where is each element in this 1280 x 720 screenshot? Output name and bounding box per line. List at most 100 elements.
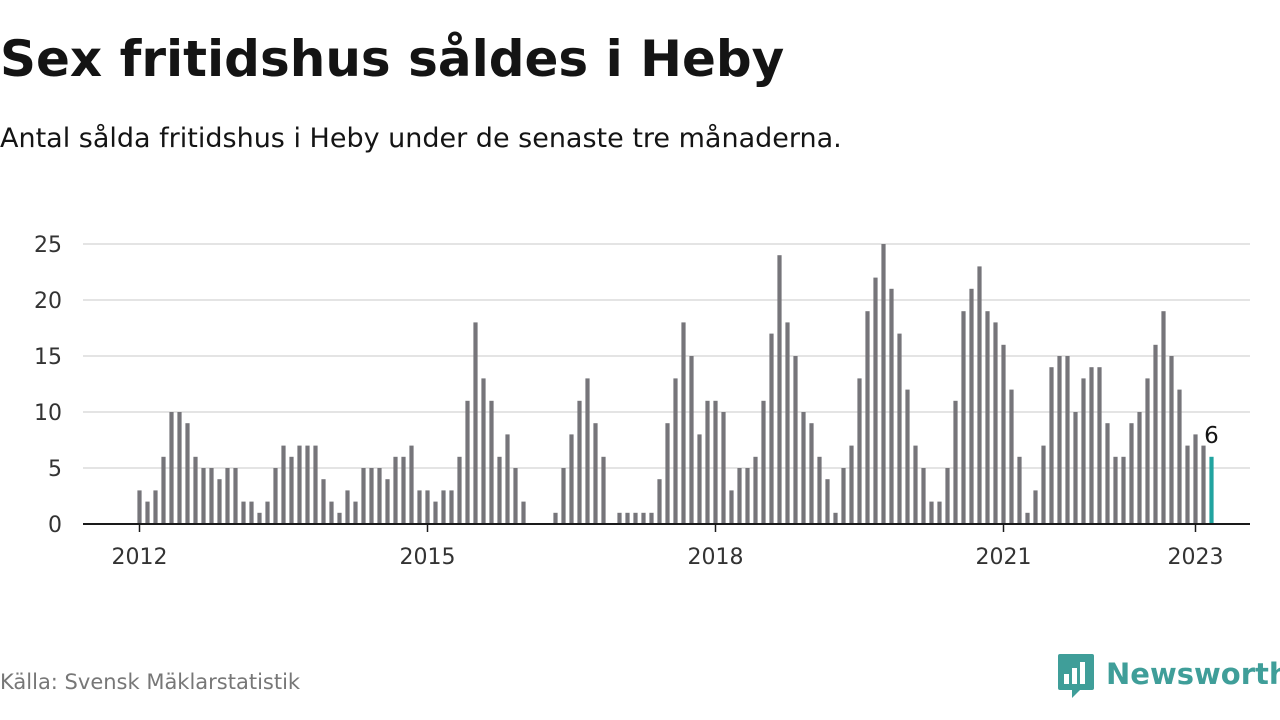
bar: [1097, 367, 1102, 524]
y-tick-label: 15: [34, 345, 62, 370]
bar: [1161, 311, 1166, 524]
bar: [345, 490, 350, 524]
bar: [1145, 378, 1150, 524]
bar: [857, 378, 862, 524]
bar: [265, 501, 270, 524]
bar: [1073, 412, 1078, 524]
bar: [1017, 456, 1022, 524]
bar: [729, 490, 734, 524]
bar: [321, 479, 326, 524]
bar: [505, 434, 510, 524]
x-axis-ticks: 2012 2015 2018 2021 2023: [112, 524, 1224, 570]
bar: [497, 456, 502, 524]
bar-series: 6: [137, 244, 1219, 524]
bar: [745, 468, 750, 524]
bar: [241, 501, 246, 524]
bar: [873, 277, 878, 524]
bar: [897, 333, 902, 524]
bar: [193, 456, 198, 524]
bar: [593, 423, 598, 524]
bar: [1169, 356, 1174, 524]
bar: [249, 501, 254, 524]
bar: [465, 400, 470, 524]
bar: [169, 412, 174, 524]
bar: [417, 490, 422, 524]
bar: [865, 311, 870, 524]
bar: [425, 490, 430, 524]
bar: [705, 400, 710, 524]
brand-name: Newsworthy: [1106, 657, 1280, 691]
bar: [1177, 389, 1182, 524]
bar: [953, 400, 958, 524]
bar: [633, 512, 638, 524]
bar: [1113, 456, 1118, 524]
bar: [369, 468, 374, 524]
bar: [209, 468, 214, 524]
x-tick-label: 2023: [1168, 545, 1224, 570]
bar: [1105, 423, 1110, 524]
bar: [201, 468, 206, 524]
bar: [801, 412, 806, 524]
bar: [1041, 445, 1046, 524]
bar: [1033, 490, 1038, 524]
bar: [441, 490, 446, 524]
bar: [521, 501, 526, 524]
y-tick-label: 5: [48, 457, 62, 482]
bar: [281, 445, 286, 524]
bar: [1049, 367, 1054, 524]
bar: [377, 468, 382, 524]
bar: [161, 456, 166, 524]
bar: [769, 333, 774, 524]
x-tick-label: 2015: [400, 545, 456, 570]
bar: [1001, 344, 1006, 524]
bar: [817, 456, 822, 524]
bar: [1121, 456, 1126, 524]
source-note: Källa: Svensk Mäklarstatistik: [0, 670, 301, 694]
brand-logo[interactable]: Newsworthy: [1058, 652, 1280, 700]
bar: [297, 445, 302, 524]
bar: [849, 445, 854, 524]
bar: [393, 456, 398, 524]
bar: [273, 468, 278, 524]
bar: [1185, 445, 1190, 524]
bar: [889, 288, 894, 524]
y-tick-label: 10: [34, 401, 62, 426]
bar: [617, 512, 622, 524]
bar: [657, 479, 662, 524]
bar: [217, 479, 222, 524]
bar: [945, 468, 950, 524]
bar: [665, 423, 670, 524]
bar: [737, 468, 742, 524]
bar: [777, 255, 782, 524]
bar: [401, 456, 406, 524]
bar: [1201, 445, 1206, 524]
bar: [481, 378, 486, 524]
bar: [433, 501, 438, 524]
bar: [785, 322, 790, 524]
bar: [641, 512, 646, 524]
bar: [921, 468, 926, 524]
bar: [713, 400, 718, 524]
bar: [961, 311, 966, 524]
y-tick-label: 0: [48, 513, 62, 538]
bar: [449, 490, 454, 524]
bar: [329, 501, 334, 524]
bar: [409, 445, 414, 524]
bar: [585, 378, 590, 524]
bar: [673, 378, 678, 524]
bar: [985, 311, 990, 524]
bar: [977, 266, 982, 524]
bar: [937, 501, 942, 524]
bar: [761, 400, 766, 524]
bar: [809, 423, 814, 524]
bar: [1129, 423, 1134, 524]
bar: [489, 400, 494, 524]
x-tick-label: 2018: [688, 545, 744, 570]
bar: [1081, 378, 1086, 524]
bar: [841, 468, 846, 524]
bar: [137, 490, 142, 524]
bar: [257, 512, 262, 524]
y-tick-label: 20: [34, 289, 62, 314]
bar: [361, 468, 366, 524]
bar: [969, 288, 974, 524]
